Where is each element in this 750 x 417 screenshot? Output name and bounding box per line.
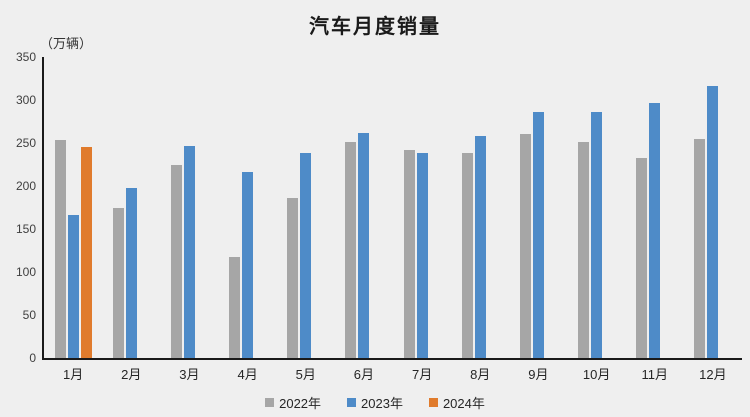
x-axis-labels: 1月 2月 3月 4月 5月 6月 7月 8月 9月 10月 11月 12月 [44,364,742,382]
bar-2022年-2月 [112,208,124,358]
chart-title: 汽车月度销量 [309,16,441,38]
legend-item-2024年: 2024年 [428,393,485,412]
bar-2022年-8月 [461,152,473,358]
x-tick-label-4月: 4月 [237,367,258,382]
bar-2023年-2月 [125,187,137,358]
bar-2023年-8月 [474,136,486,358]
y-axis-labels: 0 50 100 150 200 250 300 350 [0,50,36,365]
y-tick-label-350: 350 [15,50,36,64]
legend-swatch-2022年 [265,398,275,407]
x-tick-label-11月: 11月 [641,367,669,382]
y-tick-label-300: 300 [15,93,36,107]
bar-2022年-7月 [403,149,415,358]
legend-swatch-2023年 [347,398,357,407]
x-tick-label-3月: 3月 [179,367,200,382]
bar-2023年-9月 [532,112,544,358]
bar-2022年-9月 [519,133,531,358]
x-tick-label-12月: 12月 [699,367,727,382]
bar-2023年-1月 [67,215,79,358]
x-tick-label-2月: 2月 [121,367,142,382]
x-tick-label-10月: 10月 [582,367,611,382]
bar-2023年-3月 [183,146,195,358]
x-tick-label-7月: 7月 [411,367,433,382]
legend-label-2023年: 2023年 [361,396,403,411]
legend-swatch-2024年 [428,398,438,407]
bar-2022年-12月 [694,138,706,358]
x-tick-label-8月: 8月 [470,367,491,382]
legend-label-2024年: 2024年 [442,396,485,411]
bar-2023年-4月 [242,172,254,358]
y-tick-label-0: 0 [29,351,36,365]
bar-2023年-11月 [649,102,661,358]
y-tick-label-100: 100 [15,265,36,279]
bar-2022年-4月 [229,256,241,358]
y-axis-unit-label: （万辆） [40,36,93,51]
bar-2023年-7月 [416,152,428,358]
x-tick-label-1月: 1月 [62,367,84,382]
bar-2022年-3月 [170,165,182,358]
bar-2022年-6月 [345,142,357,358]
bar-2023年-6月 [358,132,370,358]
bar-2023年-12月 [707,86,719,358]
plot-area [42,57,742,360]
x-tick-label-9月: 9月 [528,367,549,382]
bar-2023年-5月 [300,153,312,358]
bar-2022年-11月 [636,157,648,358]
y-tick-label-250: 250 [15,136,36,150]
x-tick-label-5月: 5月 [295,367,316,382]
bar-2022年-1月 [54,140,66,358]
y-tick-label-150: 150 [15,222,36,236]
bar-2023年-10月 [591,112,603,358]
legend: 2022年 2023年 2024年 [0,393,750,412]
legend-item-2023年: 2023年 [347,393,403,412]
x-tick-label-6月: 6月 [353,367,375,382]
bar-2022年-10月 [578,142,590,358]
y-tick-label-50: 50 [22,308,36,322]
y-tick-label-200: 200 [15,179,36,193]
bar-2024年-1月 [80,147,92,358]
legend-label-2022年: 2022年 [279,396,322,411]
bar-2022年-5月 [287,198,299,358]
legend-item-2022年: 2022年 [265,393,321,412]
